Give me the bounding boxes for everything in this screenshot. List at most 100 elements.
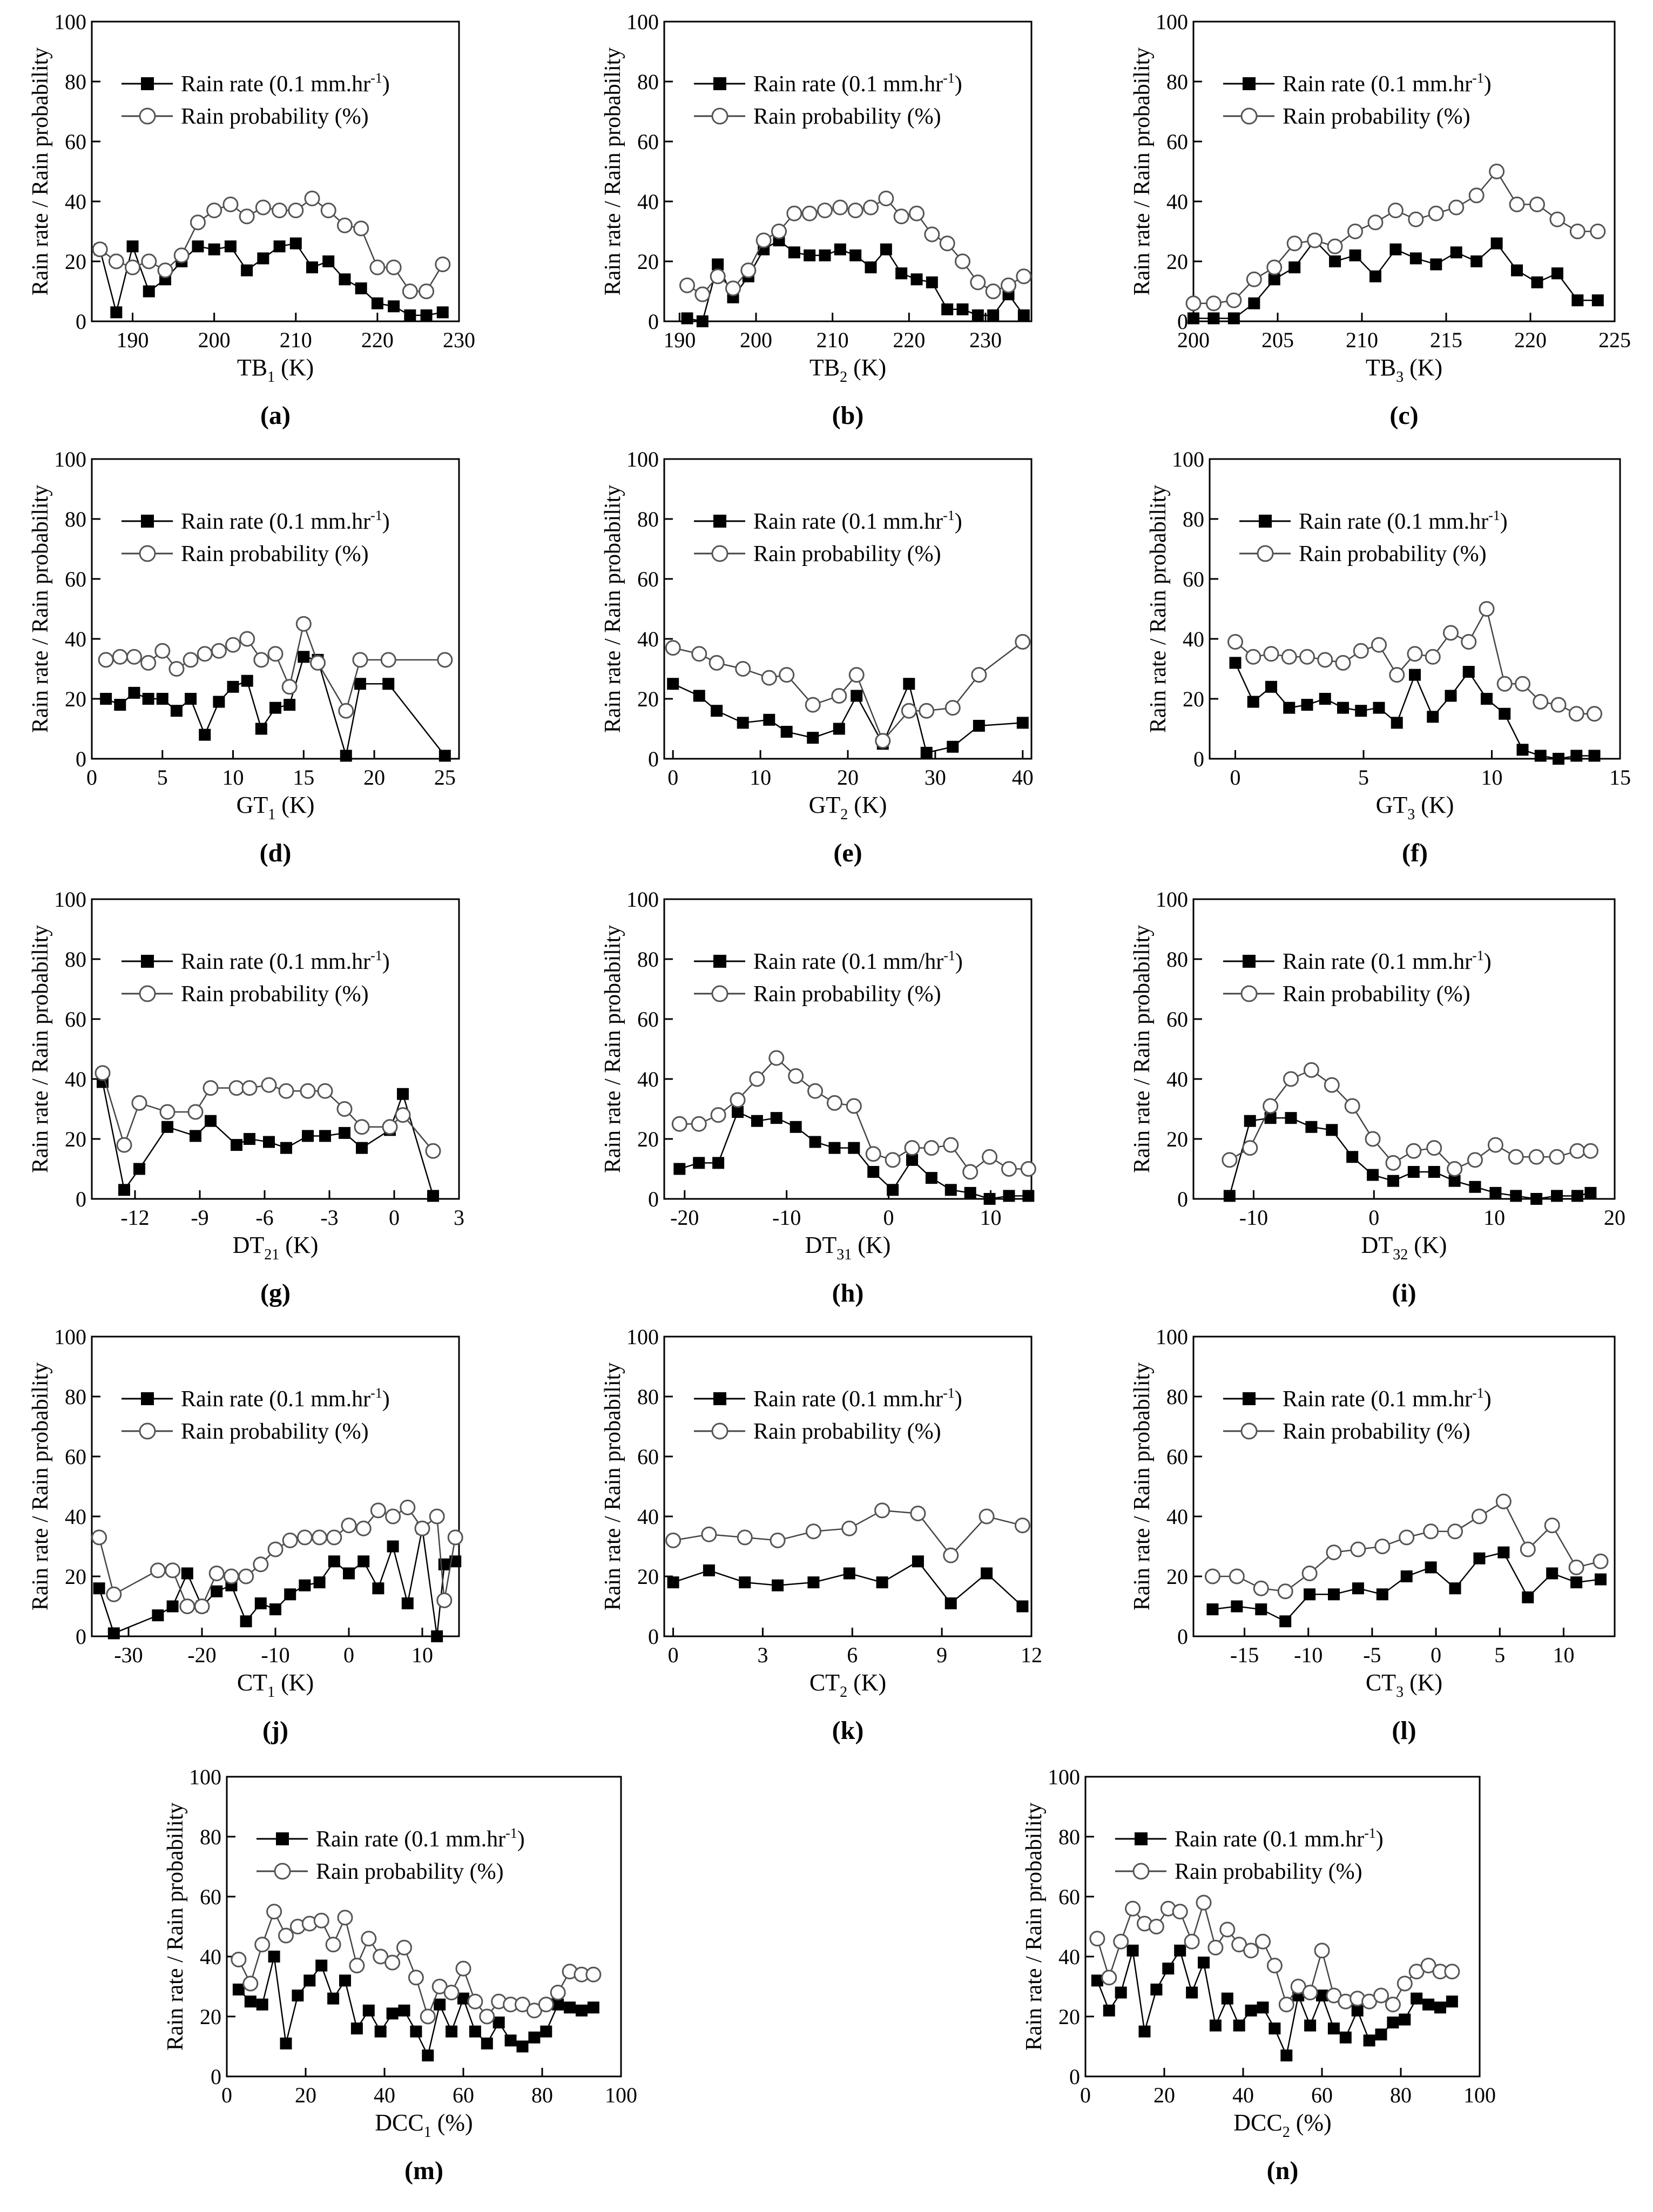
rain-probability-point	[414, 1520, 430, 1536]
legend-label-rain-probability: Rain probability (%)	[181, 104, 369, 129]
y-axis-label: Rain rate / Rain probability	[1130, 48, 1155, 296]
y-tick-label: 80	[1183, 507, 1204, 531]
y-tick-label: 100	[1156, 1325, 1188, 1349]
y-tick-label: 20	[637, 687, 659, 711]
rain-rate-point	[880, 243, 892, 255]
rain-rate-point	[166, 1600, 179, 1613]
rain-probability-point	[1587, 706, 1602, 722]
rain-probability-point	[550, 1985, 566, 2001]
rain-probability-point	[266, 1904, 282, 1920]
y-tick-label: 40	[1183, 627, 1204, 651]
x-tick-label: 20	[363, 765, 385, 790]
legend-marker-rain-rate	[713, 515, 726, 528]
rain-probability-point	[1582, 1143, 1598, 1159]
series-line-rain-rate	[99, 242, 443, 316]
rain-probability-point	[1425, 649, 1441, 665]
rain-rate-point	[1469, 1181, 1481, 1193]
rain-rate-point	[357, 1555, 370, 1568]
legend-label-rain-probability: Rain probability (%)	[753, 104, 941, 129]
rain-rate-point	[983, 1193, 996, 1205]
rain-rate-point	[1588, 750, 1601, 762]
rain-rate-point	[1244, 1115, 1256, 1127]
rain-rate-point	[481, 2037, 493, 2049]
x-tick-label: -12	[120, 1205, 149, 1230]
rain-rate-point	[128, 686, 140, 699]
rain-rate-point	[1245, 2004, 1257, 2017]
panel-k: 0 20 40 60 80 100 0 3 6 9 12 Rain rate / Rain proba…	[601, 1325, 1042, 1745]
rain-rate-point	[208, 243, 220, 255]
rain-rate-point	[1425, 1561, 1437, 1574]
rain-probability-point	[1528, 1149, 1544, 1165]
y-tick-label: 100	[54, 887, 86, 912]
rain-probability-point	[710, 268, 726, 285]
y-tick-label: 0	[76, 1624, 86, 1649]
series-line-rain-probability	[99, 197, 443, 292]
x-tick-label: 60	[453, 2083, 474, 2107]
plot-frame	[663, 898, 1033, 1200]
rain-probability-point	[1283, 1071, 1299, 1087]
x-tick-label: -3	[320, 1205, 338, 1230]
x-tick-label: 10	[1481, 765, 1503, 790]
rain-rate-point	[887, 1184, 899, 1196]
y-tick-label: 20	[1183, 687, 1204, 711]
rain-probability-point	[538, 1997, 554, 2013]
rain-rate-point	[256, 1998, 268, 2011]
x-tick-label: -10	[1294, 1643, 1323, 1667]
rain-probability-point	[943, 1547, 959, 1563]
x-tick-label: 215	[1430, 328, 1462, 352]
rain-probability-point	[1406, 1143, 1422, 1159]
rain-rate-point	[469, 2025, 481, 2038]
rain-rate-point	[1227, 312, 1240, 325]
rain-probability-point	[349, 1958, 365, 1974]
y-tick-label: 60	[637, 567, 659, 591]
y-tick-label: 0	[211, 2065, 221, 2089]
rain-probability-point	[761, 670, 777, 686]
y-axis-label: Rain rate / Rain probability	[1146, 485, 1171, 733]
rain-rate-point	[269, 1603, 281, 1616]
legend-marker-rain-rate	[141, 955, 154, 968]
rain-probability-point	[730, 1092, 746, 1108]
rain-probability-point	[1301, 1565, 1318, 1581]
x-tick-label: 0	[668, 1643, 679, 1667]
rain-probability-point	[865, 1146, 881, 1162]
y-tick-label: 60	[637, 1007, 659, 1031]
rain-rate-point	[339, 1974, 351, 1987]
y-tick-label: 60	[637, 130, 659, 154]
rain-probability-point	[1365, 1131, 1381, 1147]
rain-probability-point	[255, 199, 271, 215]
rain-probability-point	[1387, 203, 1404, 219]
rain-probability-point	[223, 1568, 239, 1584]
rain-probability-point	[272, 203, 288, 219]
rain-rate-point	[941, 303, 954, 315]
x-tick-label: 225	[1598, 328, 1631, 352]
rain-rate-point	[867, 1166, 880, 1178]
rain-rate-point	[834, 243, 846, 255]
y-tick-label: 40	[1058, 1945, 1080, 1969]
x-tick-label: 210	[280, 328, 312, 352]
rain-rate-point	[843, 1567, 855, 1580]
rain-rate-point	[849, 249, 862, 261]
rain-probability-point	[369, 259, 386, 275]
rain-probability-point	[1428, 205, 1444, 221]
rain-rate-point	[1221, 1992, 1233, 2005]
y-tick-label: 100	[54, 1325, 86, 1349]
rain-probability-point	[875, 733, 891, 749]
rain-rate-point	[431, 1630, 443, 1642]
y-axis-label: Rain rate / Rain probability	[1022, 1803, 1047, 2051]
y-tick-label: 0	[648, 1624, 659, 1649]
x-tick-label: 230	[443, 328, 475, 352]
rain-probability-point	[222, 197, 239, 213]
rain-probability-point	[710, 1107, 726, 1123]
rain-probability-point	[1255, 1933, 1271, 1950]
y-tick-label: 20	[637, 1127, 659, 1151]
x-tick-label: -10	[261, 1643, 289, 1667]
rain-probability-point	[281, 679, 298, 695]
x-tick-label: 220	[893, 328, 925, 352]
x-tick-label: -10	[1239, 1205, 1268, 1230]
rain-rate-point	[1430, 258, 1442, 271]
panel-f: 0 20 40 60 80 100 0 5 10 15 Rain rate / Rain proba…	[1146, 447, 1631, 867]
plot-frame	[226, 1776, 622, 2078]
rain-rate-point	[1174, 1944, 1186, 1957]
rain-rate-point	[780, 726, 793, 738]
y-tick-label: 40	[1166, 190, 1188, 214]
